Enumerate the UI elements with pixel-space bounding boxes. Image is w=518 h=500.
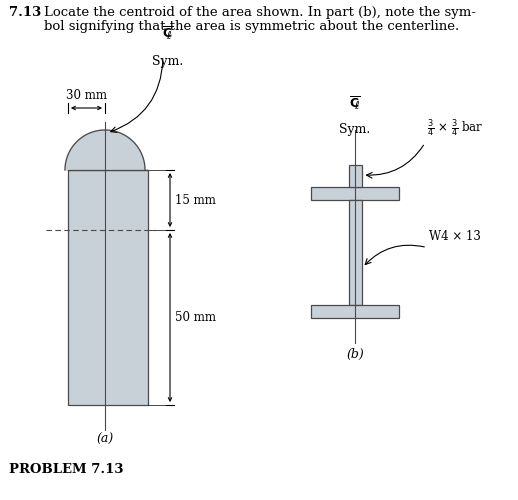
Polygon shape xyxy=(65,130,148,170)
Text: 30 mm: 30 mm xyxy=(66,89,107,102)
Text: $\mathbf{\overline{C}}$: $\mathbf{\overline{C}}$ xyxy=(350,96,361,111)
Text: bol signifying that the area is symmetric about the centerline.: bol signifying that the area is symmetri… xyxy=(44,20,459,33)
Text: $\frac{3}{4}$ $\times$ $\frac{3}{4}$ bar: $\frac{3}{4}$ $\times$ $\frac{3}{4}$ bar xyxy=(427,117,484,139)
Bar xyxy=(349,165,362,187)
Text: Sym.: Sym. xyxy=(152,55,183,68)
Text: (a): (a) xyxy=(96,433,113,446)
Bar xyxy=(311,187,399,200)
Text: $\mathsf{\phi}$: $\mathsf{\phi}$ xyxy=(168,50,171,55)
Text: PROBLEM 7.13: PROBLEM 7.13 xyxy=(9,463,123,476)
Text: (b): (b) xyxy=(346,348,364,361)
Text: 7.13: 7.13 xyxy=(9,6,41,19)
Bar xyxy=(311,305,399,318)
Text: 15 mm: 15 mm xyxy=(175,194,216,206)
Text: Locate the centroid of the area shown. In part (b), note the sym-: Locate the centroid of the area shown. I… xyxy=(44,6,476,19)
Text: $\ell$: $\ell$ xyxy=(354,99,360,111)
Bar xyxy=(349,200,362,305)
Text: W4 × 13: W4 × 13 xyxy=(429,230,481,243)
Text: 50 mm: 50 mm xyxy=(175,311,216,324)
Bar xyxy=(68,170,148,405)
Text: Sym.: Sym. xyxy=(339,123,370,136)
Text: $\mathbf{\overline{C}}$: $\mathbf{\overline{C}}$ xyxy=(163,26,174,41)
Text: $\ell$: $\ell$ xyxy=(166,29,172,41)
